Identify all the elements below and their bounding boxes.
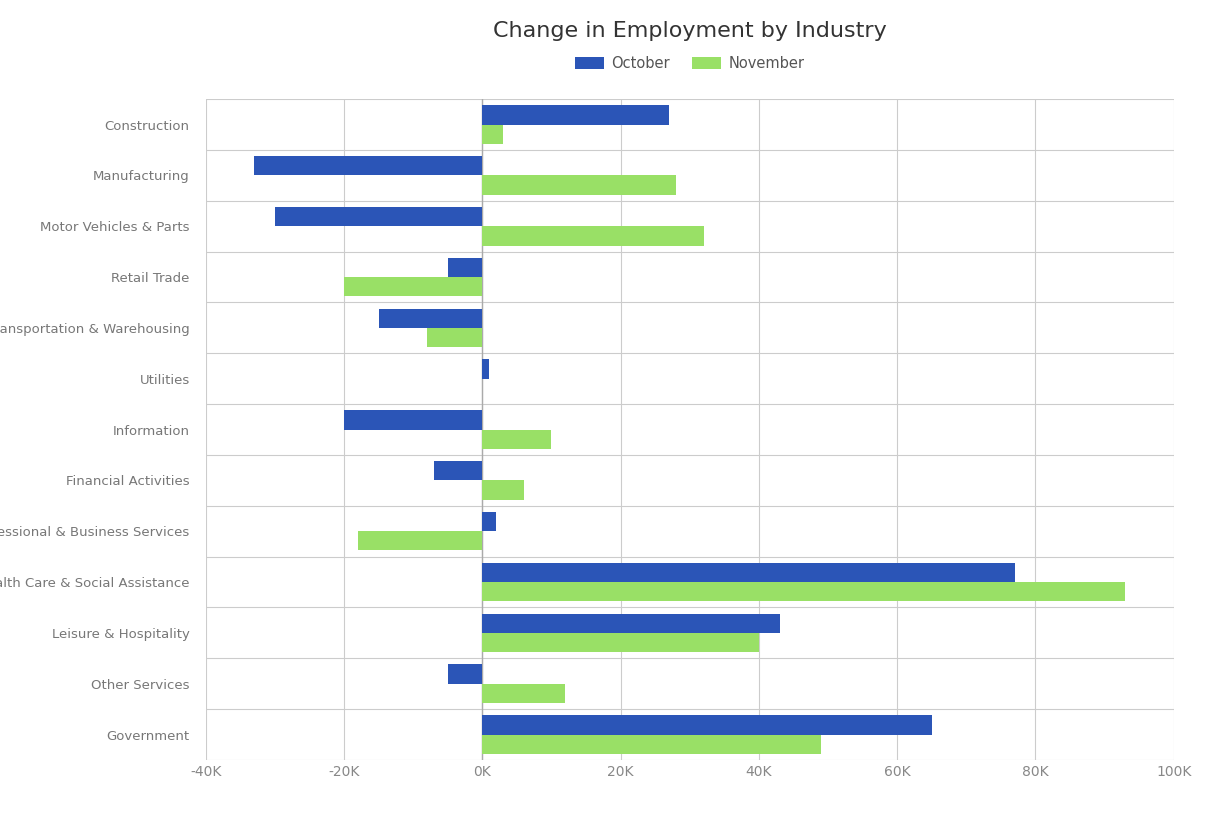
Bar <box>254 156 483 175</box>
Bar <box>483 512 496 531</box>
Bar <box>483 430 552 449</box>
Bar <box>483 684 565 703</box>
Bar <box>379 309 483 328</box>
Bar <box>358 531 483 550</box>
Bar <box>483 614 779 633</box>
Bar <box>483 359 489 378</box>
Bar <box>448 664 483 684</box>
Bar <box>483 105 669 125</box>
Bar <box>483 582 1125 601</box>
Bar <box>344 411 483 430</box>
Bar <box>344 277 483 297</box>
Bar <box>483 125 503 144</box>
Bar <box>427 328 483 347</box>
Bar <box>434 461 483 481</box>
Title: Change in Employment by Industry: Change in Employment by Industry <box>492 21 887 40</box>
Bar <box>483 175 676 195</box>
Bar <box>483 734 822 754</box>
Bar <box>483 715 932 734</box>
Bar <box>483 563 1015 582</box>
Bar <box>483 226 703 245</box>
Bar <box>483 633 759 653</box>
Legend: October, November: October, November <box>569 50 811 77</box>
Bar <box>275 206 483 226</box>
Bar <box>448 258 483 277</box>
Bar <box>483 481 524 500</box>
